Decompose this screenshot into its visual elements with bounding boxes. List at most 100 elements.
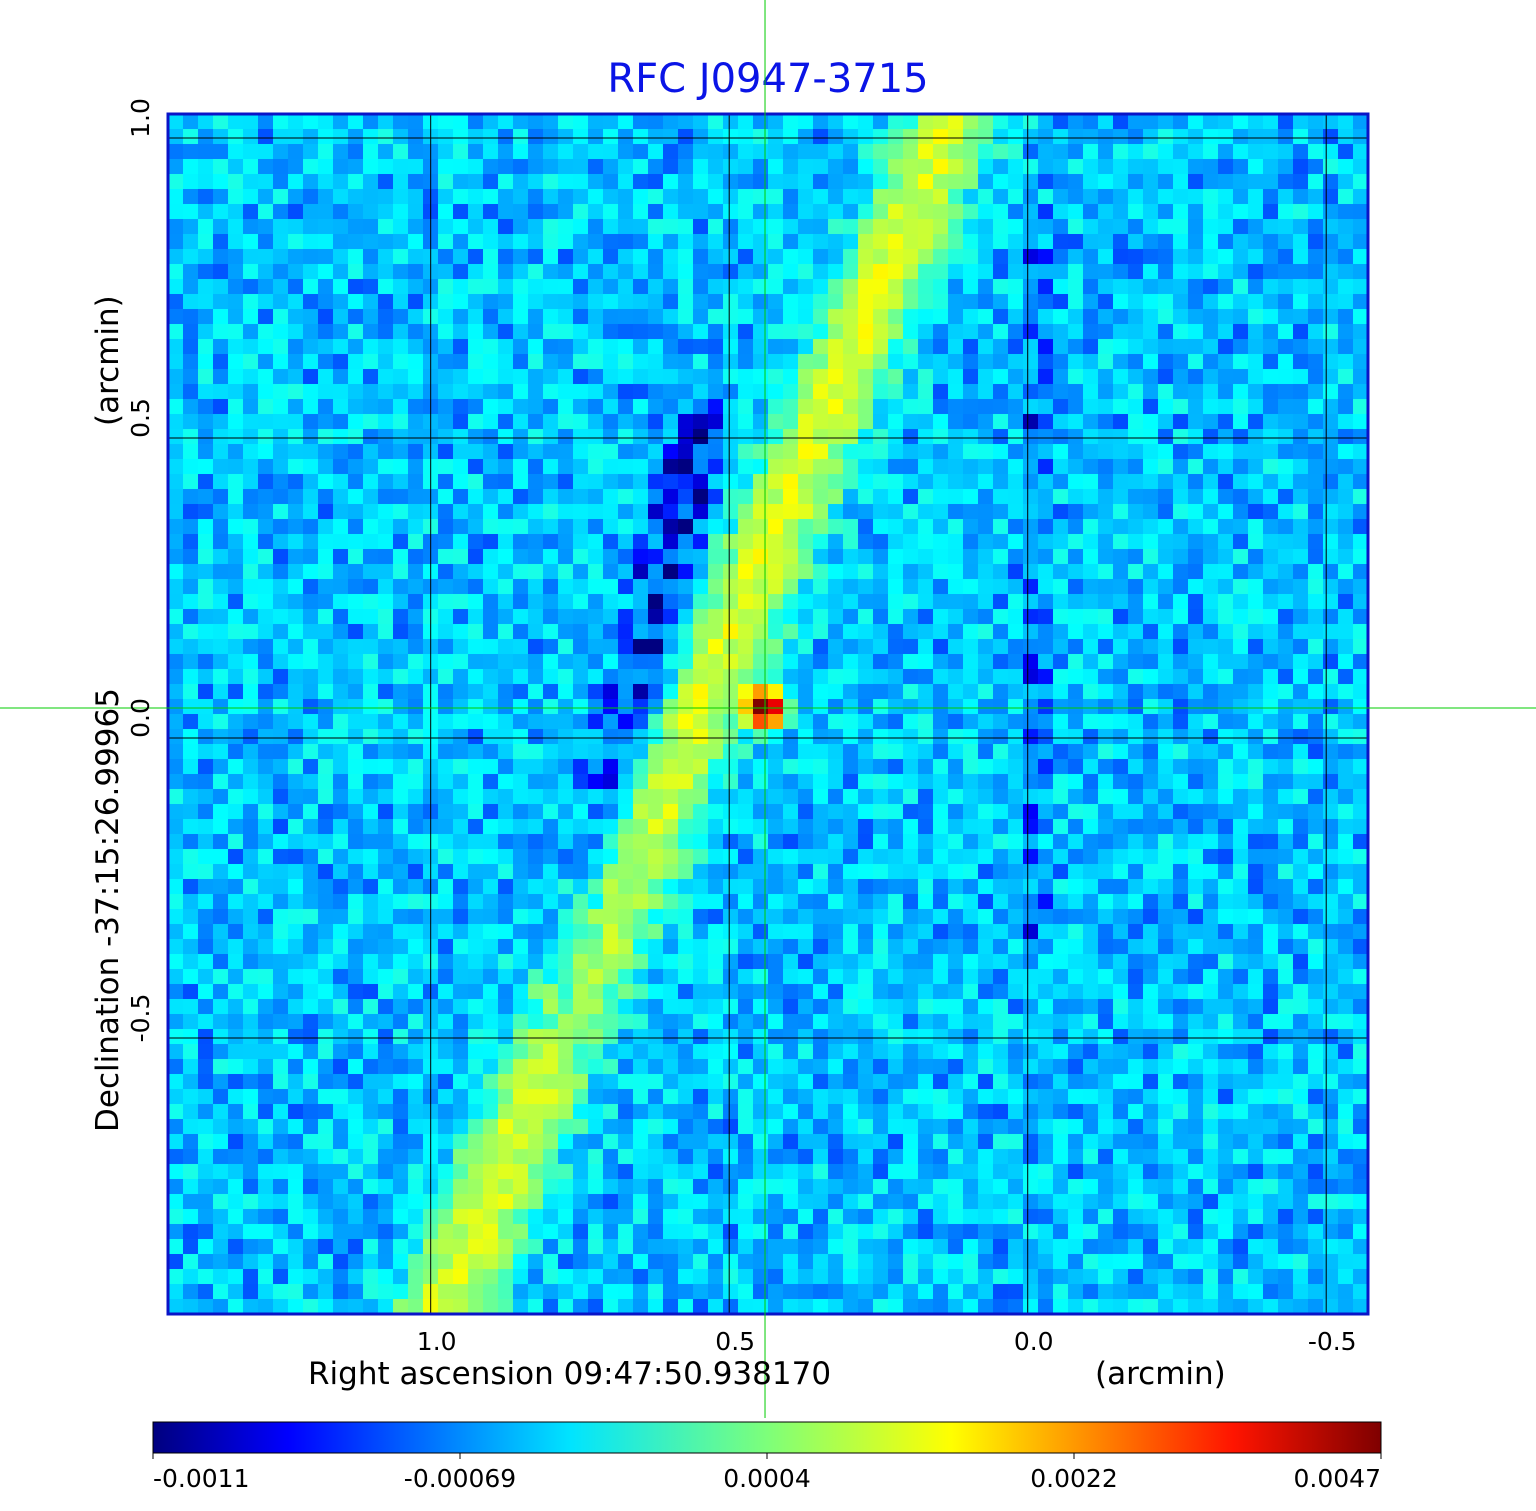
- heatmap-cell: [663, 789, 679, 805]
- heatmap-cell: [693, 954, 709, 970]
- heatmap-cell: [888, 414, 904, 430]
- heatmap-cell: [513, 984, 529, 1000]
- heatmap-cell: [1083, 999, 1099, 1015]
- heatmap-cell: [1098, 474, 1114, 490]
- heatmap-cell: [1113, 999, 1129, 1015]
- heatmap-cell: [558, 1014, 574, 1030]
- heatmap-cell: [1203, 699, 1219, 715]
- heatmap-cell: [1098, 759, 1114, 775]
- heatmap-cell: [798, 954, 814, 970]
- heatmap-cell: [498, 189, 514, 205]
- heatmap-cell: [363, 129, 379, 145]
- heatmap-cell: [318, 624, 334, 640]
- heatmap-cell: [738, 129, 754, 145]
- heatmap-cell: [618, 954, 634, 970]
- heatmap-cell: [873, 969, 889, 985]
- heatmap-cell: [873, 324, 889, 340]
- heatmap-cell: [843, 579, 859, 595]
- heatmap-cell: [813, 354, 829, 370]
- heatmap-cell: [378, 1014, 394, 1030]
- heatmap-cell: [468, 129, 484, 145]
- heatmap-cell: [693, 804, 709, 820]
- heatmap-cell: [1338, 204, 1354, 220]
- heatmap-cell: [1263, 264, 1279, 280]
- heatmap-cell: [363, 459, 379, 475]
- heatmap-cell: [1023, 504, 1039, 520]
- heatmap-cell: [1113, 129, 1129, 145]
- heatmap-cell: [1038, 474, 1054, 490]
- heatmap-cell: [408, 429, 424, 445]
- heatmap-cell: [693, 744, 709, 760]
- heatmap-cell: [543, 1044, 559, 1060]
- heatmap-cell: [948, 864, 964, 880]
- heatmap-cell: [438, 264, 454, 280]
- heatmap-cell: [258, 759, 274, 775]
- heatmap-cell: [378, 624, 394, 640]
- heatmap-cell: [1083, 459, 1099, 475]
- heatmap-cell: [588, 264, 604, 280]
- heatmap-cell: [1023, 909, 1039, 925]
- heatmap-cell: [333, 249, 349, 265]
- heatmap-cell: [993, 264, 1009, 280]
- heatmap-cell: [798, 489, 814, 505]
- heatmap-cell: [888, 354, 904, 370]
- heatmap-cell: [288, 729, 304, 745]
- heatmap-cell: [1143, 954, 1159, 970]
- heatmap-cell: [678, 1044, 694, 1060]
- heatmap-cell: [843, 474, 859, 490]
- heatmap-cell: [678, 774, 694, 790]
- heatmap-cell: [183, 759, 199, 775]
- heatmap-cell: [243, 714, 259, 730]
- heatmap-cell: [453, 624, 469, 640]
- heatmap-cell: [1203, 444, 1219, 460]
- heatmap-cell: [1008, 834, 1024, 850]
- heatmap-cell: [438, 624, 454, 640]
- heatmap-cell: [1308, 609, 1324, 625]
- heatmap-cell: [543, 969, 559, 985]
- heatmap-cell: [1308, 924, 1324, 940]
- heatmap-cell: [498, 999, 514, 1015]
- heatmap-cell: [198, 519, 214, 535]
- heatmap-cell: [618, 894, 634, 910]
- heatmap-cell: [648, 174, 664, 190]
- heatmap-cell: [273, 789, 289, 805]
- heatmap-cell: [948, 759, 964, 775]
- heatmap-cell: [1128, 264, 1144, 280]
- heatmap-cell: [663, 774, 679, 790]
- heatmap-cell: [1323, 759, 1339, 775]
- heatmap-cell: [723, 894, 739, 910]
- heatmap-cell: [528, 369, 544, 385]
- heatmap-cell: [1278, 759, 1294, 775]
- heatmap-cell: [1008, 474, 1024, 490]
- heatmap-cell: [363, 564, 379, 580]
- heatmap-cell: [228, 144, 244, 160]
- heatmap-cell: [768, 354, 784, 370]
- heatmap-cell: [1083, 489, 1099, 505]
- heatmap-cell: [1203, 399, 1219, 415]
- heatmap-cell: [468, 354, 484, 370]
- heatmap-cell: [858, 954, 874, 970]
- heatmap-cell: [318, 669, 334, 685]
- heatmap-cell: [1128, 729, 1144, 745]
- heatmap-cell: [768, 669, 784, 685]
- heatmap-cell: [1278, 999, 1294, 1015]
- heatmap-cell: [513, 849, 529, 865]
- heatmap-cell: [678, 684, 694, 700]
- heatmap-cell: [783, 789, 799, 805]
- heatmap-cell: [663, 654, 679, 670]
- heatmap-cell: [618, 174, 634, 190]
- heatmap-cell: [1353, 624, 1369, 640]
- heatmap-cell: [1203, 264, 1219, 280]
- heatmap-cell: [1083, 309, 1099, 325]
- heatmap-cell: [963, 609, 979, 625]
- heatmap-cell: [798, 729, 814, 745]
- heatmap-cell: [213, 699, 229, 715]
- heatmap-cell: [1218, 159, 1234, 175]
- heatmap-cell: [1173, 684, 1189, 700]
- heatmap-cell: [993, 384, 1009, 400]
- heatmap-cell: [1278, 459, 1294, 475]
- heatmap-cell: [1218, 189, 1234, 205]
- heatmap-cell: [558, 519, 574, 535]
- heatmap-cell: [1308, 459, 1324, 475]
- heatmap-cell: [1323, 549, 1339, 565]
